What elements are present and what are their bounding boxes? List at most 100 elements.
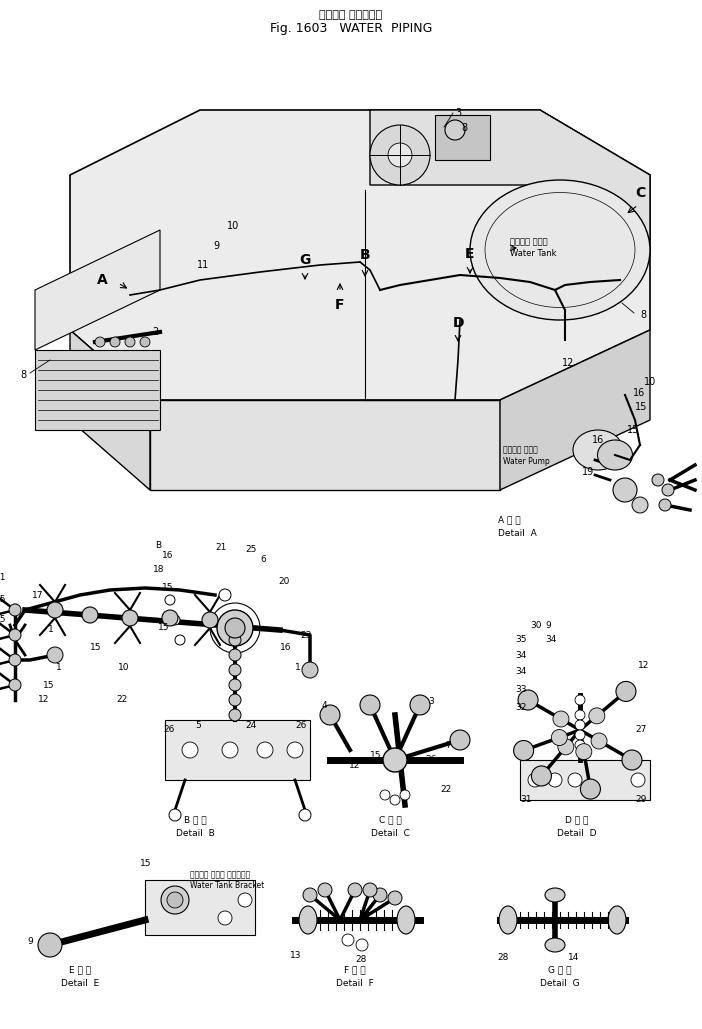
Circle shape bbox=[518, 690, 538, 710]
Circle shape bbox=[165, 595, 175, 605]
Text: 32: 32 bbox=[515, 704, 526, 712]
Text: 15: 15 bbox=[370, 750, 381, 759]
Circle shape bbox=[299, 809, 311, 821]
Circle shape bbox=[390, 795, 400, 805]
Text: Fig. 1603   WATER  PIPING: Fig. 1603 WATER PIPING bbox=[270, 22, 432, 35]
Circle shape bbox=[589, 708, 605, 723]
Text: 5: 5 bbox=[195, 720, 201, 730]
Polygon shape bbox=[435, 115, 490, 159]
Text: 10: 10 bbox=[227, 221, 239, 230]
Text: 26: 26 bbox=[295, 720, 306, 730]
Circle shape bbox=[514, 741, 534, 760]
Text: 27: 27 bbox=[635, 725, 647, 735]
Circle shape bbox=[383, 748, 407, 772]
Text: Detail  C: Detail C bbox=[371, 828, 409, 838]
Circle shape bbox=[175, 635, 185, 645]
Circle shape bbox=[400, 790, 410, 800]
Text: A 詳 細: A 詳 細 bbox=[498, 516, 521, 525]
Text: ウォータ タンク ブラケット: ウォータ タンク ブラケット bbox=[190, 871, 250, 880]
Circle shape bbox=[388, 891, 402, 904]
Polygon shape bbox=[35, 350, 160, 430]
Circle shape bbox=[373, 888, 387, 902]
Circle shape bbox=[47, 602, 63, 618]
Text: Detail  B: Detail B bbox=[176, 828, 214, 838]
Text: 8: 8 bbox=[640, 310, 646, 320]
Circle shape bbox=[229, 634, 241, 646]
Text: A: A bbox=[97, 273, 107, 287]
Circle shape bbox=[370, 125, 430, 185]
Text: Detail  E: Detail E bbox=[61, 979, 99, 988]
Text: 20: 20 bbox=[278, 577, 289, 587]
Text: 29: 29 bbox=[635, 795, 647, 805]
Text: 16: 16 bbox=[162, 551, 173, 560]
Text: 15: 15 bbox=[140, 858, 152, 867]
Text: F: F bbox=[336, 298, 345, 312]
Circle shape bbox=[302, 662, 318, 678]
Circle shape bbox=[217, 610, 253, 646]
Circle shape bbox=[622, 750, 642, 770]
Ellipse shape bbox=[573, 430, 623, 470]
Text: 15: 15 bbox=[90, 643, 102, 652]
Text: E 詳 細: E 詳 細 bbox=[69, 965, 91, 974]
Text: 34: 34 bbox=[515, 650, 526, 660]
Circle shape bbox=[575, 730, 585, 740]
Circle shape bbox=[575, 695, 585, 705]
Text: 24: 24 bbox=[245, 720, 256, 730]
Circle shape bbox=[222, 742, 238, 758]
Text: 15: 15 bbox=[627, 425, 640, 435]
Text: Detail  G: Detail G bbox=[540, 979, 580, 988]
Text: 8: 8 bbox=[461, 123, 467, 133]
Text: 34: 34 bbox=[545, 636, 557, 644]
Text: 16: 16 bbox=[592, 435, 604, 445]
Text: 19: 19 bbox=[582, 467, 595, 477]
Circle shape bbox=[662, 484, 674, 496]
Text: 16: 16 bbox=[280, 643, 291, 652]
Circle shape bbox=[110, 338, 120, 347]
Circle shape bbox=[576, 744, 592, 759]
Text: 3: 3 bbox=[428, 698, 434, 707]
Circle shape bbox=[575, 720, 585, 730]
Text: 28: 28 bbox=[497, 954, 508, 962]
Circle shape bbox=[229, 694, 241, 706]
Circle shape bbox=[360, 695, 380, 715]
Circle shape bbox=[553, 711, 569, 728]
Circle shape bbox=[182, 742, 198, 758]
Text: Water Pump: Water Pump bbox=[503, 458, 550, 466]
Circle shape bbox=[170, 615, 180, 625]
Circle shape bbox=[287, 742, 303, 758]
Text: 17: 17 bbox=[32, 591, 44, 600]
Polygon shape bbox=[35, 230, 160, 350]
Text: G: G bbox=[299, 253, 311, 267]
Circle shape bbox=[388, 143, 412, 167]
Ellipse shape bbox=[597, 440, 633, 470]
Text: ウォータ タンク: ウォータ タンク bbox=[510, 238, 548, 247]
Text: 25: 25 bbox=[245, 545, 256, 555]
Circle shape bbox=[450, 730, 470, 750]
Text: 18: 18 bbox=[153, 566, 164, 574]
Circle shape bbox=[318, 883, 332, 897]
Text: Water Tank: Water Tank bbox=[510, 249, 557, 258]
Text: 3: 3 bbox=[455, 108, 461, 118]
Circle shape bbox=[320, 705, 340, 725]
Text: Detail  D: Detail D bbox=[557, 828, 597, 838]
Circle shape bbox=[616, 681, 636, 702]
Text: ウォータ パイピング: ウォータ パイピング bbox=[319, 10, 383, 20]
Circle shape bbox=[568, 773, 582, 787]
Text: Detail  F: Detail F bbox=[336, 979, 374, 988]
Ellipse shape bbox=[545, 938, 565, 952]
Text: 10: 10 bbox=[118, 664, 129, 673]
Polygon shape bbox=[165, 720, 310, 780]
Text: B 詳 細: B 詳 細 bbox=[184, 816, 206, 824]
Circle shape bbox=[445, 120, 465, 140]
Text: 35: 35 bbox=[515, 636, 526, 644]
Circle shape bbox=[169, 809, 181, 821]
Text: 8: 8 bbox=[20, 370, 26, 380]
Circle shape bbox=[410, 695, 430, 715]
Text: 22: 22 bbox=[440, 785, 451, 794]
Text: 21: 21 bbox=[215, 543, 226, 553]
Circle shape bbox=[225, 618, 245, 638]
Circle shape bbox=[47, 647, 63, 663]
Circle shape bbox=[229, 649, 241, 661]
Circle shape bbox=[575, 740, 585, 750]
Text: 2: 2 bbox=[152, 327, 158, 338]
